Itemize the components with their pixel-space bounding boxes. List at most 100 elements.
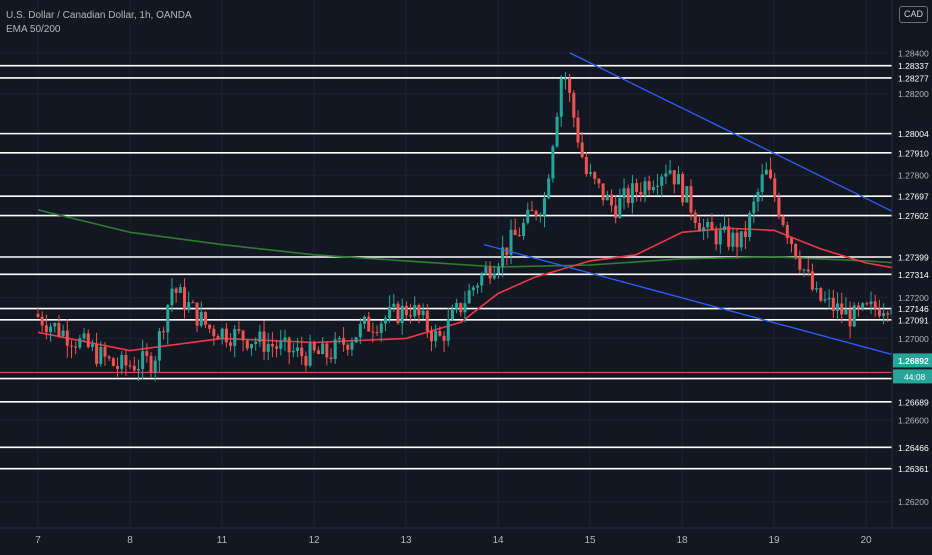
candle-body <box>430 331 433 341</box>
candle-body <box>296 348 299 351</box>
candle-body <box>522 223 525 236</box>
candle-body <box>417 305 420 315</box>
candle-body <box>175 289 178 293</box>
price-tick-label: 1.28400 <box>898 48 929 58</box>
candle-body <box>673 170 676 184</box>
candle-body <box>162 331 165 332</box>
candle-body <box>250 344 253 348</box>
candle-body <box>422 311 425 315</box>
level-label: 1.27314 <box>898 270 929 280</box>
candle-body <box>539 216 542 217</box>
candle-body <box>551 147 554 179</box>
candle-body <box>861 303 864 308</box>
candle-body <box>179 287 182 293</box>
candle-body <box>438 331 441 336</box>
candle-body <box>761 174 764 192</box>
candle-body <box>334 339 337 359</box>
candle-body <box>237 329 240 331</box>
candle-body <box>769 170 772 179</box>
candle-body <box>392 304 395 307</box>
candle-body <box>384 318 387 323</box>
candle-body <box>200 312 203 326</box>
candle-body <box>396 304 399 323</box>
candle-body <box>828 298 831 299</box>
time-tick-label: 19 <box>768 535 780 546</box>
candle-body <box>229 342 232 346</box>
time-tick-label: 14 <box>492 535 504 546</box>
candle-body <box>158 331 161 360</box>
candle-body <box>401 306 404 323</box>
candle-body <box>346 345 349 350</box>
candle-body <box>443 336 446 341</box>
candle-body <box>752 202 755 214</box>
candle-body <box>338 338 341 339</box>
level-label: 1.28337 <box>898 61 929 71</box>
candle-body <box>91 344 94 347</box>
candle-body <box>715 230 718 244</box>
candle-body <box>685 186 688 202</box>
candle-body <box>367 317 370 332</box>
candle-body <box>292 351 295 352</box>
candle-body <box>627 188 630 203</box>
candle-body <box>480 274 483 285</box>
candle-body <box>57 323 60 336</box>
candle-body <box>87 333 90 347</box>
price-tick-label: 1.26600 <box>898 415 929 425</box>
candle-body <box>581 142 584 157</box>
candle-body <box>623 188 626 198</box>
candle-body <box>330 357 333 359</box>
candle-body <box>371 331 374 332</box>
candle-body <box>258 331 261 341</box>
price-tick-label: 1.27800 <box>898 171 929 181</box>
candle-body <box>74 347 77 348</box>
candle-body <box>832 298 835 311</box>
candle-body <box>844 309 847 314</box>
candle-body <box>786 225 789 238</box>
candle-body <box>489 267 492 278</box>
candle-body <box>380 323 383 332</box>
level-label: 1.27910 <box>898 148 929 158</box>
candle-body <box>363 317 366 324</box>
candle-body <box>606 195 609 201</box>
candle-body <box>41 317 44 326</box>
candle-body <box>614 206 617 218</box>
level-label: 1.27399 <box>898 253 929 263</box>
level-label: 1.27146 <box>898 304 929 314</box>
candle-body <box>62 331 65 336</box>
candle-body <box>137 369 140 371</box>
indicator-label[interactable]: EMA 50/200 <box>6 23 192 37</box>
candle-body <box>589 172 592 174</box>
candle-body <box>677 174 680 184</box>
candle-body <box>463 303 466 312</box>
chart-legend: U.S. Dollar / Canadian Dollar, 1h, OANDA… <box>6 9 192 37</box>
symbol-title[interactable]: U.S. Dollar / Canadian Dollar, 1h, OANDA <box>6 9 192 23</box>
candle-body <box>154 361 157 373</box>
candle-body <box>526 210 529 223</box>
candle-body <box>275 346 278 348</box>
candle-body <box>698 223 701 231</box>
candle-body <box>78 338 81 347</box>
candle-body <box>585 157 588 174</box>
candle-body <box>756 192 759 202</box>
time-tick-label: 20 <box>860 535 872 546</box>
candle-body <box>639 192 642 195</box>
candle-body <box>451 310 454 319</box>
candle-body <box>317 350 320 354</box>
level-label: 1.26361 <box>898 464 929 474</box>
candle-body <box>572 93 575 118</box>
candle-body <box>141 351 144 369</box>
candle-body <box>497 267 500 274</box>
candle-body <box>849 309 852 326</box>
candle-body <box>857 305 860 308</box>
candle-body <box>45 325 48 332</box>
candle-body <box>870 301 873 304</box>
time-tick-label: 7 <box>35 535 41 546</box>
candle-body <box>325 343 328 357</box>
candle-body <box>727 226 730 247</box>
currency-badge[interactable]: CAD <box>899 6 928 23</box>
candle-body <box>656 186 659 187</box>
level-label: 1.28004 <box>898 129 929 139</box>
candle-body <box>556 117 559 147</box>
